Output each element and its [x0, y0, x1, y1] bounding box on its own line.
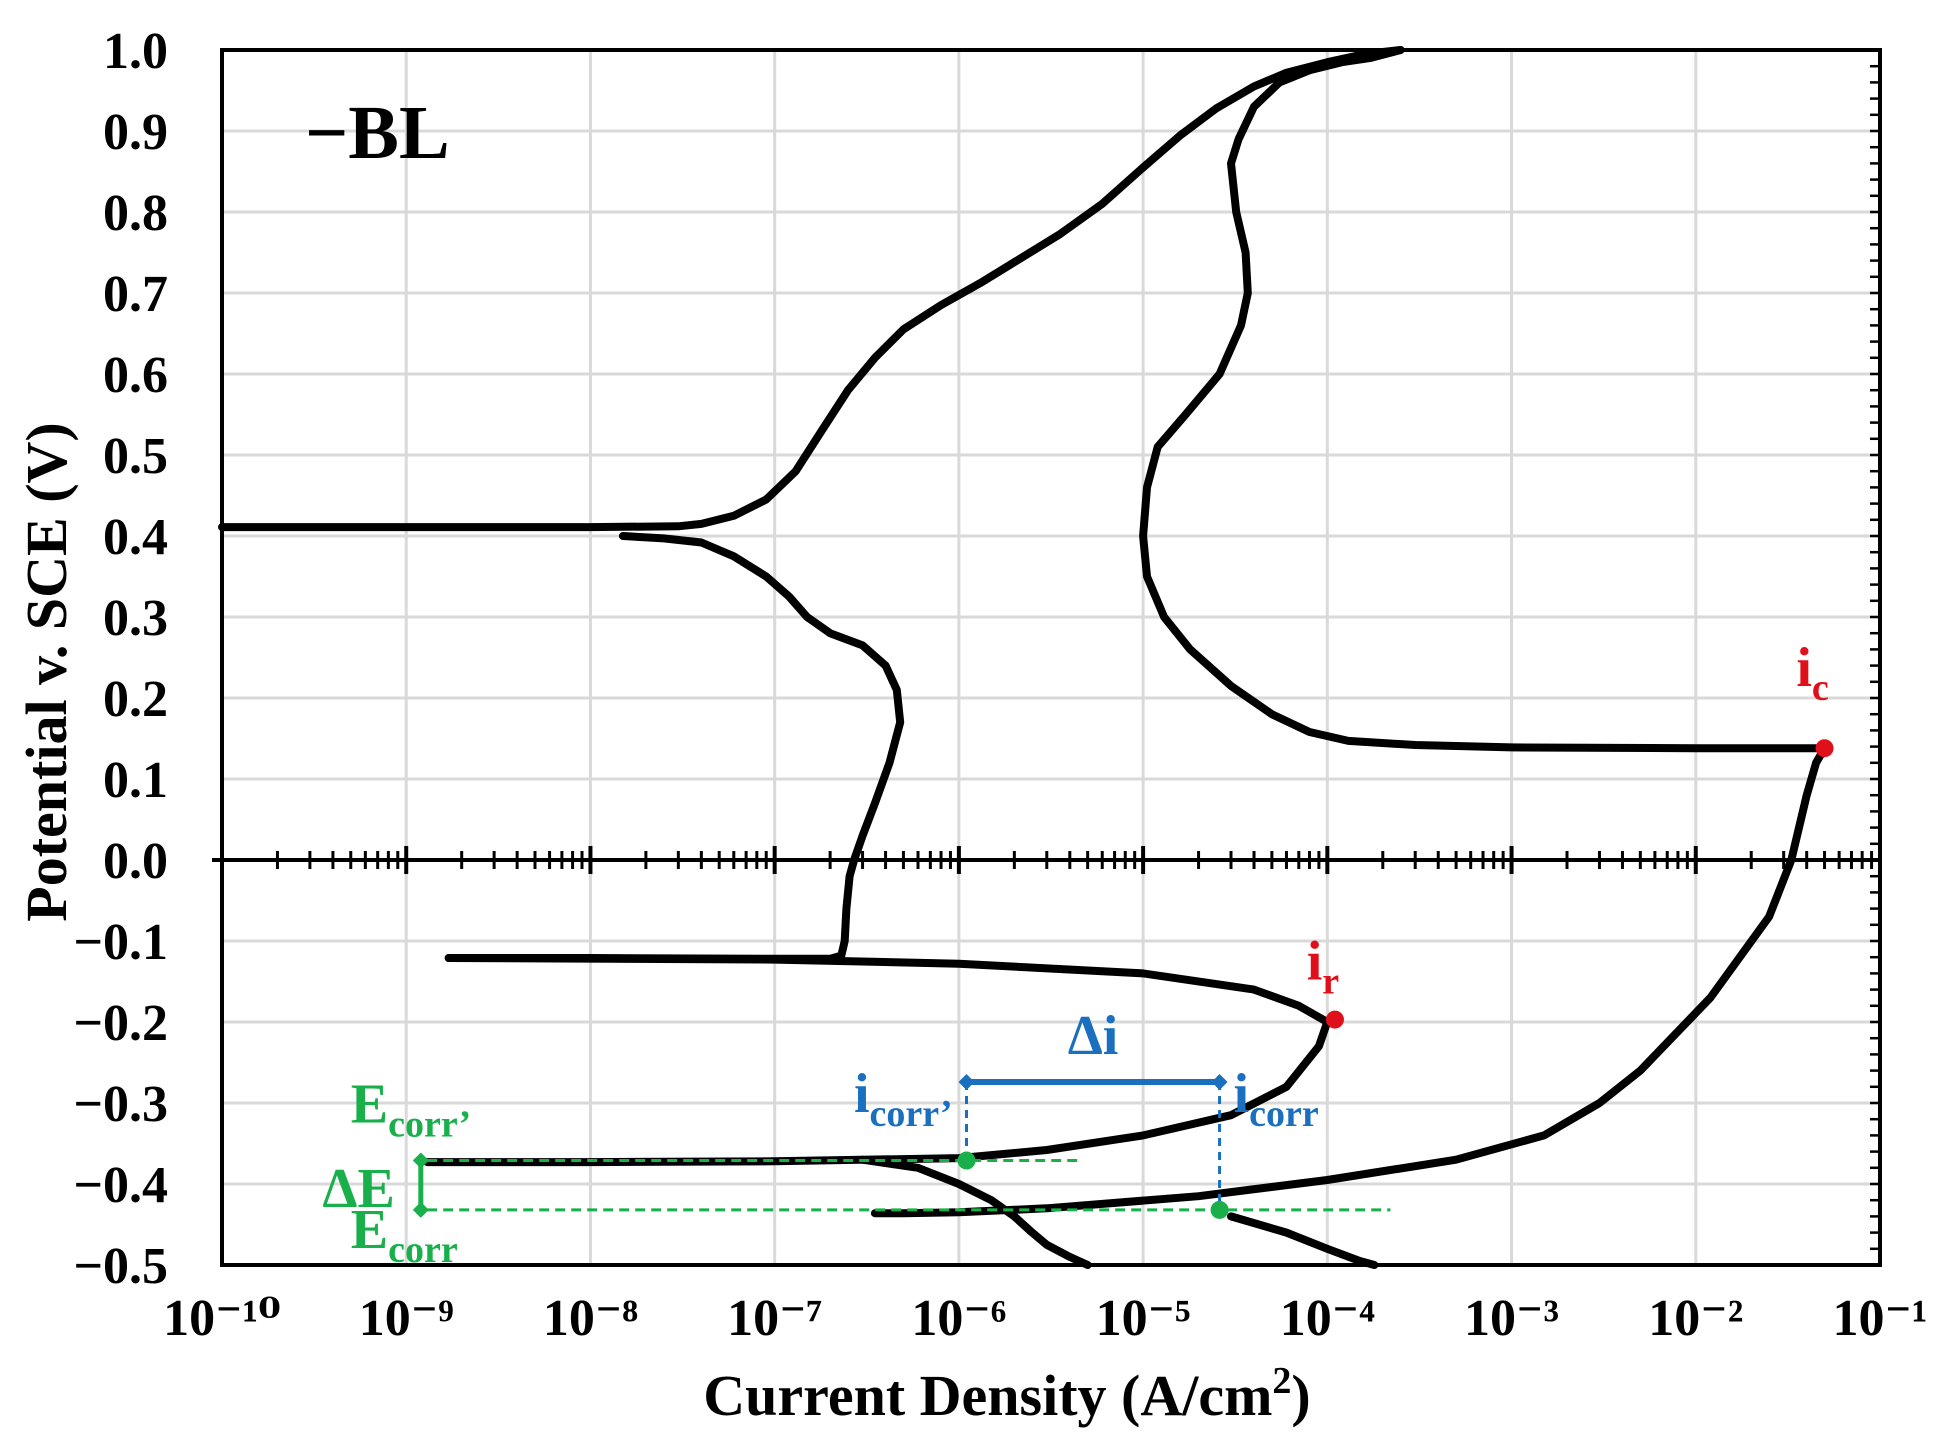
x-tick-label: 10⁻⁷ [727, 1290, 822, 1347]
i-corr-label-sub: corr [1249, 1093, 1319, 1135]
x-tick-labels: 10⁻¹⁰ 10⁻⁹ 10⁻⁸ 10⁻⁷ 10⁻⁶ 10⁻⁵ 10⁻⁴ 10⁻³ 10⁻² 10⁻… [163, 1290, 1927, 1347]
i-corr-prime-label: icorr’ [854, 1063, 953, 1135]
x-tick-label: 10⁻⁵ [1096, 1290, 1191, 1347]
i-r-label: ir [1307, 931, 1340, 1003]
y-axis-title: Potential v. SCE (V) [14, 422, 79, 921]
y-tick-label: −0.3 [73, 1076, 168, 1133]
e-corr-label: Ecorr [351, 1199, 458, 1271]
y-tick-label: −0.2 [73, 995, 168, 1052]
i-corr-prime-label-sub: corr’ [870, 1093, 953, 1135]
y-tick-label: 0.1 [103, 752, 168, 809]
delta-e-label-main: ΔE [322, 1158, 394, 1220]
polarization-curve-segment-6 [858, 1155, 1092, 1269]
i-corr-label: icorr [1234, 1063, 1319, 1135]
x-axis-title-end: ) [1291, 1363, 1310, 1428]
i-corr-prime-marker [957, 1151, 976, 1170]
x-tick-label: 10⁻⁹ [359, 1290, 454, 1347]
i-corr-label-main: i [1234, 1063, 1250, 1125]
y-tick-labels: 1.0 0.9 0.8 0.7 0.6 0.5 0.4 0.3 0.2 0.1 0.0 −0.1 −0.… [73, 23, 168, 1295]
delta-i-end-marker-right [1211, 1073, 1228, 1090]
y-tick-label: 0.5 [103, 428, 168, 485]
x-axis-title-sup: 2 [1272, 1360, 1291, 1402]
x-tick-label: 10⁻⁶ [911, 1290, 1006, 1347]
delta-i-end-marker-left [958, 1073, 975, 1090]
polarization-curve-segment-3 [870, 744, 1829, 1218]
i-r-label-main: i [1307, 931, 1323, 993]
panel-label: −BL [305, 91, 450, 175]
i-r-marker [1325, 1010, 1344, 1029]
x-tick-label: 10⁻¹ [1832, 1290, 1927, 1347]
x-tick-label: 10⁻⁸ [543, 1290, 638, 1347]
polarization-curve-segment-7 [1227, 1212, 1379, 1269]
x-axis-title: Current Density (A/cm2) [703, 1360, 1310, 1428]
y-tick-label: 0.6 [103, 347, 168, 404]
polarization-curve-segment-4 [444, 532, 905, 963]
y-tick-label: 0.7 [103, 266, 168, 323]
plot-frame [220, 48, 1882, 1267]
y-tick-label: 0.9 [103, 104, 168, 161]
i-corr-marker [1210, 1200, 1229, 1219]
y-tick-label: 1.0 [103, 23, 168, 80]
right-axis-ticks [1870, 48, 1880, 1267]
i-corr-prime-label-main: i [854, 1063, 870, 1125]
y-tick-label: 0.3 [103, 590, 168, 647]
y-tick-label: 0.4 [103, 509, 168, 566]
zero-axis [212, 846, 1880, 874]
delta-e-end-marker-top [412, 1152, 429, 1169]
i-r-label-sub: r [1322, 961, 1339, 1003]
x-tick-label: 10⁻¹⁰ [163, 1290, 281, 1347]
delta-i-label: Δi [1068, 1005, 1119, 1067]
x-tick-label: 10⁻² [1648, 1290, 1743, 1347]
y-tick-label: −0.5 [73, 1238, 168, 1295]
polarization-curve-segment-2 [1139, 46, 1829, 753]
delta-i-label-main: Δi [1068, 1005, 1119, 1067]
y-tick-label: 0.2 [103, 671, 168, 728]
polarization-curve-segment-1 [218, 46, 1405, 532]
i-c-label-main: i [1796, 637, 1812, 699]
y-tick-label: 0.8 [103, 185, 168, 242]
delta-e-label: ΔE [322, 1158, 394, 1220]
e-corr-label-main: E [351, 1199, 388, 1261]
delta-e-end-marker-bottom [412, 1201, 429, 1218]
e-corr-label-sub: corr [388, 1229, 458, 1271]
y-tick-label: 0.0 [103, 833, 168, 890]
e-corr-prime-label-main: E [351, 1074, 388, 1136]
i-c-marker [1815, 739, 1834, 758]
x-axis-title-text: Current Density (A/cm [703, 1363, 1272, 1428]
y-tick-label: −0.4 [73, 1157, 168, 1214]
x-tick-label: 10⁻⁴ [1280, 1290, 1375, 1347]
i-c-label-sub: c [1812, 667, 1829, 709]
x-tick-label: 10⁻³ [1464, 1290, 1559, 1347]
y-tick-label: −0.1 [73, 914, 168, 971]
e-corr-prime-label: Ecorr’ [351, 1074, 471, 1146]
i-c-label: ic [1796, 637, 1828, 709]
e-corr-prime-label-sub: corr’ [388, 1104, 471, 1146]
